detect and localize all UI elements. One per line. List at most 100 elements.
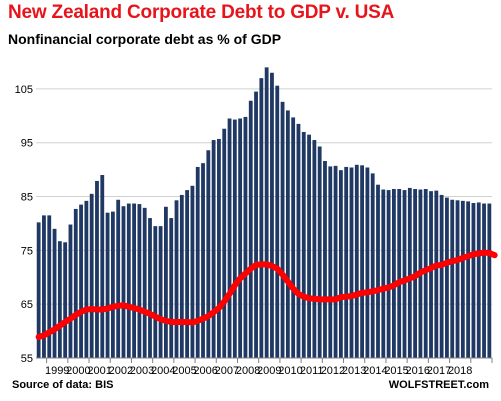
bar-46 <box>280 101 285 359</box>
bar-8 <box>79 204 83 358</box>
bar-48 <box>291 117 296 358</box>
bar-47 <box>285 110 290 358</box>
bar-24 <box>163 206 168 358</box>
bar-66 <box>386 190 391 358</box>
bar-43 <box>264 67 269 358</box>
y-tick-label-105: 105 <box>15 84 33 96</box>
bar-55 <box>328 166 333 358</box>
bar-31 <box>201 163 205 358</box>
bar-36 <box>227 118 232 358</box>
y-tick-label-95: 95 <box>21 138 33 150</box>
bar-67 <box>391 189 396 358</box>
line-layer <box>35 249 498 341</box>
bar-59 <box>349 167 354 358</box>
bar-35 <box>222 128 227 358</box>
bar-64 <box>376 184 380 358</box>
bar-15 <box>116 199 121 358</box>
bar-7 <box>73 208 78 358</box>
x-tick-label-2010: 2010 <box>278 365 302 377</box>
x-tick-label-2011: 2011 <box>300 365 324 377</box>
x-tick-label-1999: 1999 <box>45 365 69 377</box>
bar-69 <box>402 190 407 358</box>
x-tick-label-2007: 2007 <box>215 365 239 377</box>
bar-23 <box>158 226 163 358</box>
x-tick-label-2004: 2004 <box>151 365 175 377</box>
bar-26 <box>174 200 179 358</box>
bar-42 <box>259 78 264 359</box>
bar-75 <box>434 190 439 358</box>
x-tick-label-2017: 2017 <box>427 365 451 377</box>
x-tick-label-2000: 2000 <box>66 365 90 377</box>
x-tick-label-2009: 2009 <box>257 365 281 377</box>
bar-53 <box>317 146 322 358</box>
bar-30 <box>195 166 200 358</box>
bar-21 <box>148 218 152 358</box>
bars-layer <box>36 67 492 359</box>
bar-41 <box>254 91 258 358</box>
bar-18 <box>132 203 137 358</box>
x-tick-label-2018: 2018 <box>448 365 472 377</box>
bar-60 <box>354 164 359 358</box>
x-tick-label-2006: 2006 <box>193 365 217 377</box>
bar-17 <box>126 203 131 358</box>
bar-79 <box>455 200 460 358</box>
bar-80 <box>460 200 465 358</box>
x-tick-label-2012: 2012 <box>321 365 345 377</box>
bar-74 <box>429 191 433 358</box>
bar-0 <box>36 222 41 358</box>
bar-32 <box>206 150 211 358</box>
bar-19 <box>137 204 142 358</box>
bar-3 <box>52 228 57 358</box>
bar-57 <box>338 170 343 358</box>
bar-28 <box>185 190 190 358</box>
bar-61 <box>360 165 365 358</box>
chart-title: New Zealand Corporate Debt to GDP v. USA <box>8 2 395 23</box>
y-tick-label-65: 65 <box>21 299 33 311</box>
bar-27 <box>179 194 184 358</box>
x-tick-label-2005: 2005 <box>172 365 196 377</box>
bar-11 <box>95 180 99 358</box>
bar-77 <box>445 197 449 358</box>
bar-29 <box>190 185 195 358</box>
bar-63 <box>370 173 375 358</box>
bar-58 <box>344 166 349 358</box>
bar-9 <box>84 200 89 358</box>
x-tick-label-2001: 2001 <box>87 365 111 377</box>
bar-6 <box>68 224 73 358</box>
bar-78 <box>450 199 455 358</box>
bar-12 <box>100 175 105 358</box>
bar-10 <box>89 193 94 358</box>
bar-52 <box>312 140 317 358</box>
bar-34 <box>217 138 221 358</box>
bar-37 <box>232 119 237 359</box>
bar-50 <box>301 131 306 358</box>
bar-39 <box>243 116 248 358</box>
x-tick-label-2008: 2008 <box>236 365 260 377</box>
bar-65 <box>381 189 386 358</box>
bar-82 <box>471 203 476 358</box>
source-note: Source of data: BIS <box>12 379 114 391</box>
bar-51 <box>307 134 311 358</box>
bar-44 <box>270 72 274 358</box>
bar-70 <box>407 187 412 358</box>
bar-2 <box>47 215 52 358</box>
bar-14 <box>110 211 115 358</box>
bar-56 <box>333 165 338 358</box>
y-tick-label-85: 85 <box>21 192 33 204</box>
bar-81 <box>466 201 471 358</box>
brand-logo-text: WOLFSTREET.com <box>388 379 489 391</box>
grid-layer <box>36 88 492 359</box>
y-tick-label-75: 75 <box>21 245 33 257</box>
x-tick-label-2015: 2015 <box>384 365 408 377</box>
bar-13 <box>105 212 110 358</box>
bar-54 <box>323 161 327 358</box>
x-tick-label-2002: 2002 <box>109 365 133 377</box>
y-tick-label-55: 55 <box>21 353 33 365</box>
bar-16 <box>121 206 126 358</box>
chart-subtitle: Nonfinancial corporate debt as % of GDP <box>8 31 282 47</box>
x-tick-label-2014: 2014 <box>363 365 387 377</box>
axis-layer: 5565758595105199920002001200220032004200… <box>15 84 493 377</box>
x-tick-label-2003: 2003 <box>130 365 154 377</box>
bar-62 <box>365 167 370 358</box>
bar-83 <box>476 202 481 358</box>
